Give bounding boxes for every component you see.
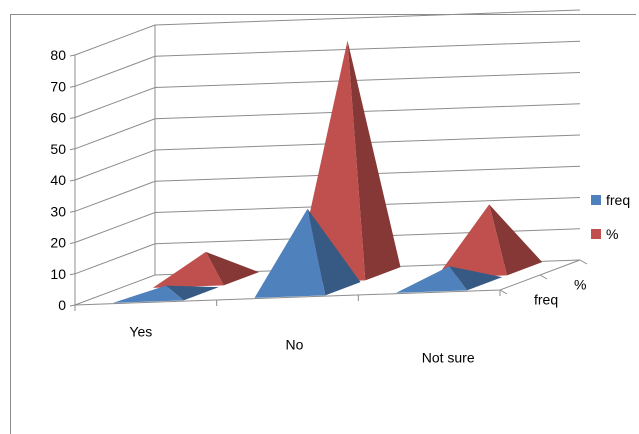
y-tick-label: 10 <box>50 266 66 282</box>
y-tick-mark <box>69 148 76 151</box>
pyramid-side-face <box>205 251 259 286</box>
gridline <box>74 40 581 87</box>
gridlines <box>74 9 581 306</box>
category-label: Yes <box>129 324 152 340</box>
pyramid-front-face <box>254 208 326 298</box>
y-tick-label: 60 <box>50 110 66 126</box>
y-tick-mark <box>69 117 76 119</box>
gridline <box>74 134 581 181</box>
chart-frame <box>10 14 636 434</box>
pyramid-front-face <box>436 204 507 278</box>
category-label: Not sure <box>422 350 475 366</box>
legend-label: freq <box>606 192 630 208</box>
y-tick-mark <box>69 54 76 57</box>
legend-swatch <box>591 195 601 205</box>
category-label: No <box>286 337 304 353</box>
y-tick-label: 0 <box>58 297 66 313</box>
y-tick-label: 20 <box>50 235 66 251</box>
legend-swatch <box>591 229 601 239</box>
y-axis-ticks: 0 10 20 30 40 50 60 70 80 <box>50 47 76 313</box>
gridline <box>74 228 581 275</box>
z-tick-mark <box>539 274 548 280</box>
y-tick-label: 80 <box>50 47 66 63</box>
gridline <box>74 197 581 243</box>
y-tick-label: 40 <box>50 172 66 188</box>
pyramid-side-face <box>449 266 503 291</box>
z-tick-mark <box>499 289 508 295</box>
pyramid-front-face <box>396 266 467 293</box>
y-tick-label: 70 <box>50 78 66 94</box>
y-tick-mark <box>69 210 76 213</box>
z-tick-mark <box>579 259 588 265</box>
gridline <box>74 165 581 212</box>
chart-floor <box>74 259 588 311</box>
gridline <box>74 72 581 118</box>
y-tick-mark <box>69 304 76 307</box>
y-tick-label: 50 <box>50 141 66 157</box>
pyramid-freq <box>396 266 503 293</box>
pyramid-pct <box>152 251 259 288</box>
pyramid-chart: 0 10 20 30 40 50 60 70 80 Yes No Not sure freq% fr… <box>50 9 630 366</box>
pyramid-side-face <box>489 204 543 276</box>
gridline <box>74 103 581 150</box>
y-tick-mark <box>69 273 76 276</box>
y-tick-label: 30 <box>50 203 66 219</box>
pyramid-front-face <box>152 251 224 288</box>
series-axis-label: freq <box>534 292 558 308</box>
pyramid-side-face <box>347 40 401 281</box>
y-tick-mark <box>69 242 76 244</box>
gridline <box>74 259 581 306</box>
gridline <box>74 9 581 56</box>
pyramid-marks <box>112 40 543 303</box>
pyramid-freq <box>254 208 361 298</box>
pyramid-pct <box>436 204 543 278</box>
y-tick-mark <box>69 179 76 182</box>
legend-label: % <box>606 226 618 242</box>
y-tick-mark <box>69 85 76 88</box>
pyramid-front-face <box>112 285 184 303</box>
pyramid-side-face <box>165 285 219 301</box>
legend: freq% <box>591 192 630 242</box>
series-axis-label: % <box>574 277 586 293</box>
pyramid-side-face <box>307 208 361 296</box>
x-axis-categories: Yes No Not sure <box>129 324 474 366</box>
series-axis-labels: freq% <box>534 277 586 308</box>
pyramid-freq <box>112 285 219 303</box>
